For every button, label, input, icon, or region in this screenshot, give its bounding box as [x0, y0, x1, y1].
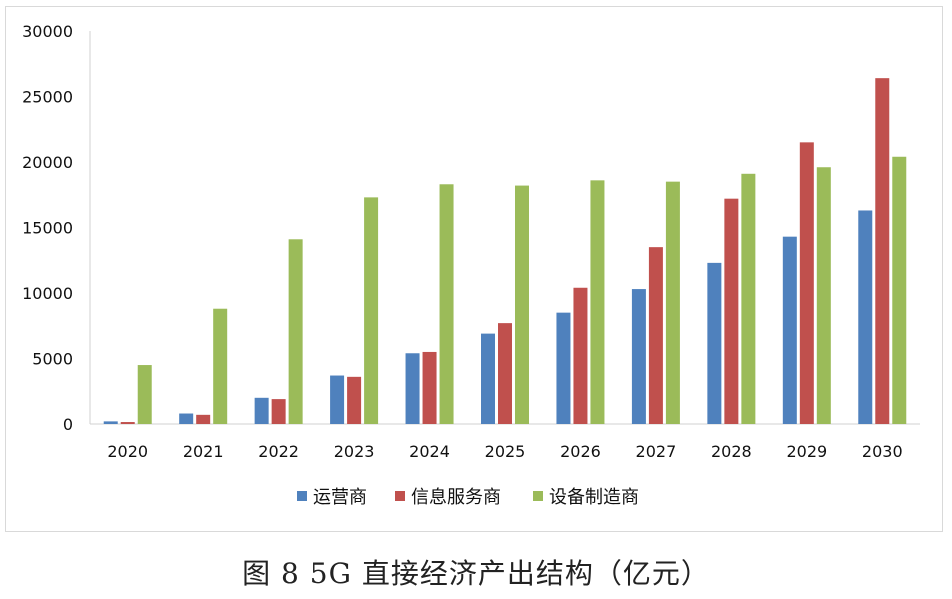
legend-swatch — [395, 491, 405, 501]
bar — [782, 236, 797, 424]
bar — [179, 413, 194, 424]
bar — [196, 414, 211, 424]
y-tick-label: 5000 — [32, 350, 73, 369]
x-tick-label: 2027 — [636, 442, 677, 461]
bar — [439, 184, 454, 424]
bar — [213, 308, 228, 424]
bar — [347, 376, 362, 424]
legend-swatch — [297, 491, 307, 501]
bar — [288, 239, 303, 424]
y-tick-label: 15000 — [22, 219, 73, 238]
bar — [631, 289, 646, 424]
legend-label: 设备制造商 — [549, 487, 639, 508]
bar — [875, 78, 890, 424]
bar — [707, 262, 722, 424]
x-tick-label: 2023 — [334, 442, 375, 461]
x-tick-label: 2029 — [786, 442, 827, 461]
bar — [120, 422, 135, 424]
bar — [648, 247, 663, 424]
bar — [590, 180, 605, 424]
bar — [515, 185, 529, 424]
bar — [422, 351, 437, 424]
bar — [665, 181, 680, 424]
bar — [137, 365, 152, 424]
bar — [405, 353, 420, 424]
x-tick-label: 2030 — [862, 442, 903, 461]
x-tick-label: 2022 — [258, 442, 299, 461]
legend-label: 运营商 — [313, 487, 367, 508]
bar — [816, 167, 831, 425]
bar — [254, 397, 269, 424]
y-tick-label: 25000 — [22, 88, 73, 107]
figure-caption: 图 8 5G 直接经济产出结构（亿元） — [242, 557, 710, 590]
bar — [556, 312, 571, 424]
x-tick-label: 2021 — [183, 442, 224, 461]
bar — [481, 333, 495, 424]
bar — [799, 142, 814, 424]
bar — [330, 375, 345, 424]
bar — [573, 287, 588, 424]
bar-chart: 0 5000 10000 15000 20000 25000 30000 2020 2021 20… — [22, 22, 920, 508]
bar — [364, 197, 379, 424]
y-tick-label: 20000 — [22, 153, 73, 172]
y-tick-label: 0 — [63, 415, 73, 434]
legend-label: 信息服务商 — [411, 487, 501, 508]
bar — [498, 323, 512, 424]
bar — [103, 421, 118, 424]
bar — [858, 210, 873, 424]
bar — [271, 399, 286, 424]
legend-swatch — [533, 491, 543, 501]
y-tick-label: 10000 — [22, 284, 73, 303]
x-tick-label: 2028 — [711, 442, 752, 461]
bar — [741, 173, 756, 424]
y-tick-label: 30000 — [22, 22, 73, 41]
x-tick-label: 2025 — [485, 442, 526, 461]
bar — [892, 156, 907, 424]
x-tick-label: 2024 — [409, 442, 450, 461]
bar — [724, 198, 739, 424]
x-tick-label: 2026 — [560, 442, 601, 461]
x-tick-label: 2020 — [107, 442, 148, 461]
